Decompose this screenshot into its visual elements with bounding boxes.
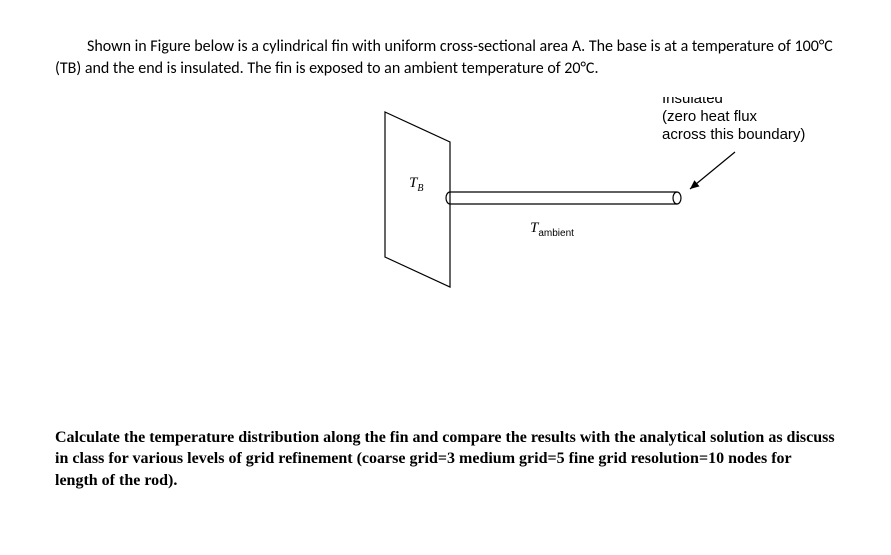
insulated-arrow-head bbox=[690, 180, 699, 189]
page-container: Shown in Figure below is a cylindrical f… bbox=[0, 0, 891, 555]
tambient-label: Tambient bbox=[530, 220, 574, 239]
insulated-label-line2: (zero heat flux bbox=[662, 108, 758, 125]
insulated-label-line1: Insulated bbox=[662, 97, 723, 107]
base-plate bbox=[385, 112, 450, 287]
insulated-label-line3: across this boundary) bbox=[662, 126, 805, 143]
tb-label: TB bbox=[409, 175, 423, 194]
fin-diagram: TB Tambient Insulated(zero heat fluxacross… bbox=[55, 97, 836, 347]
figure-container: TB Tambient Insulated(zero heat fluxacross… bbox=[55, 97, 836, 367]
task-paragraph: Calculate the temperature distribution a… bbox=[55, 427, 836, 492]
fin-tip-ellipse bbox=[673, 192, 681, 204]
intro-paragraph: Shown in Figure below is a cylindrical f… bbox=[55, 36, 836, 81]
